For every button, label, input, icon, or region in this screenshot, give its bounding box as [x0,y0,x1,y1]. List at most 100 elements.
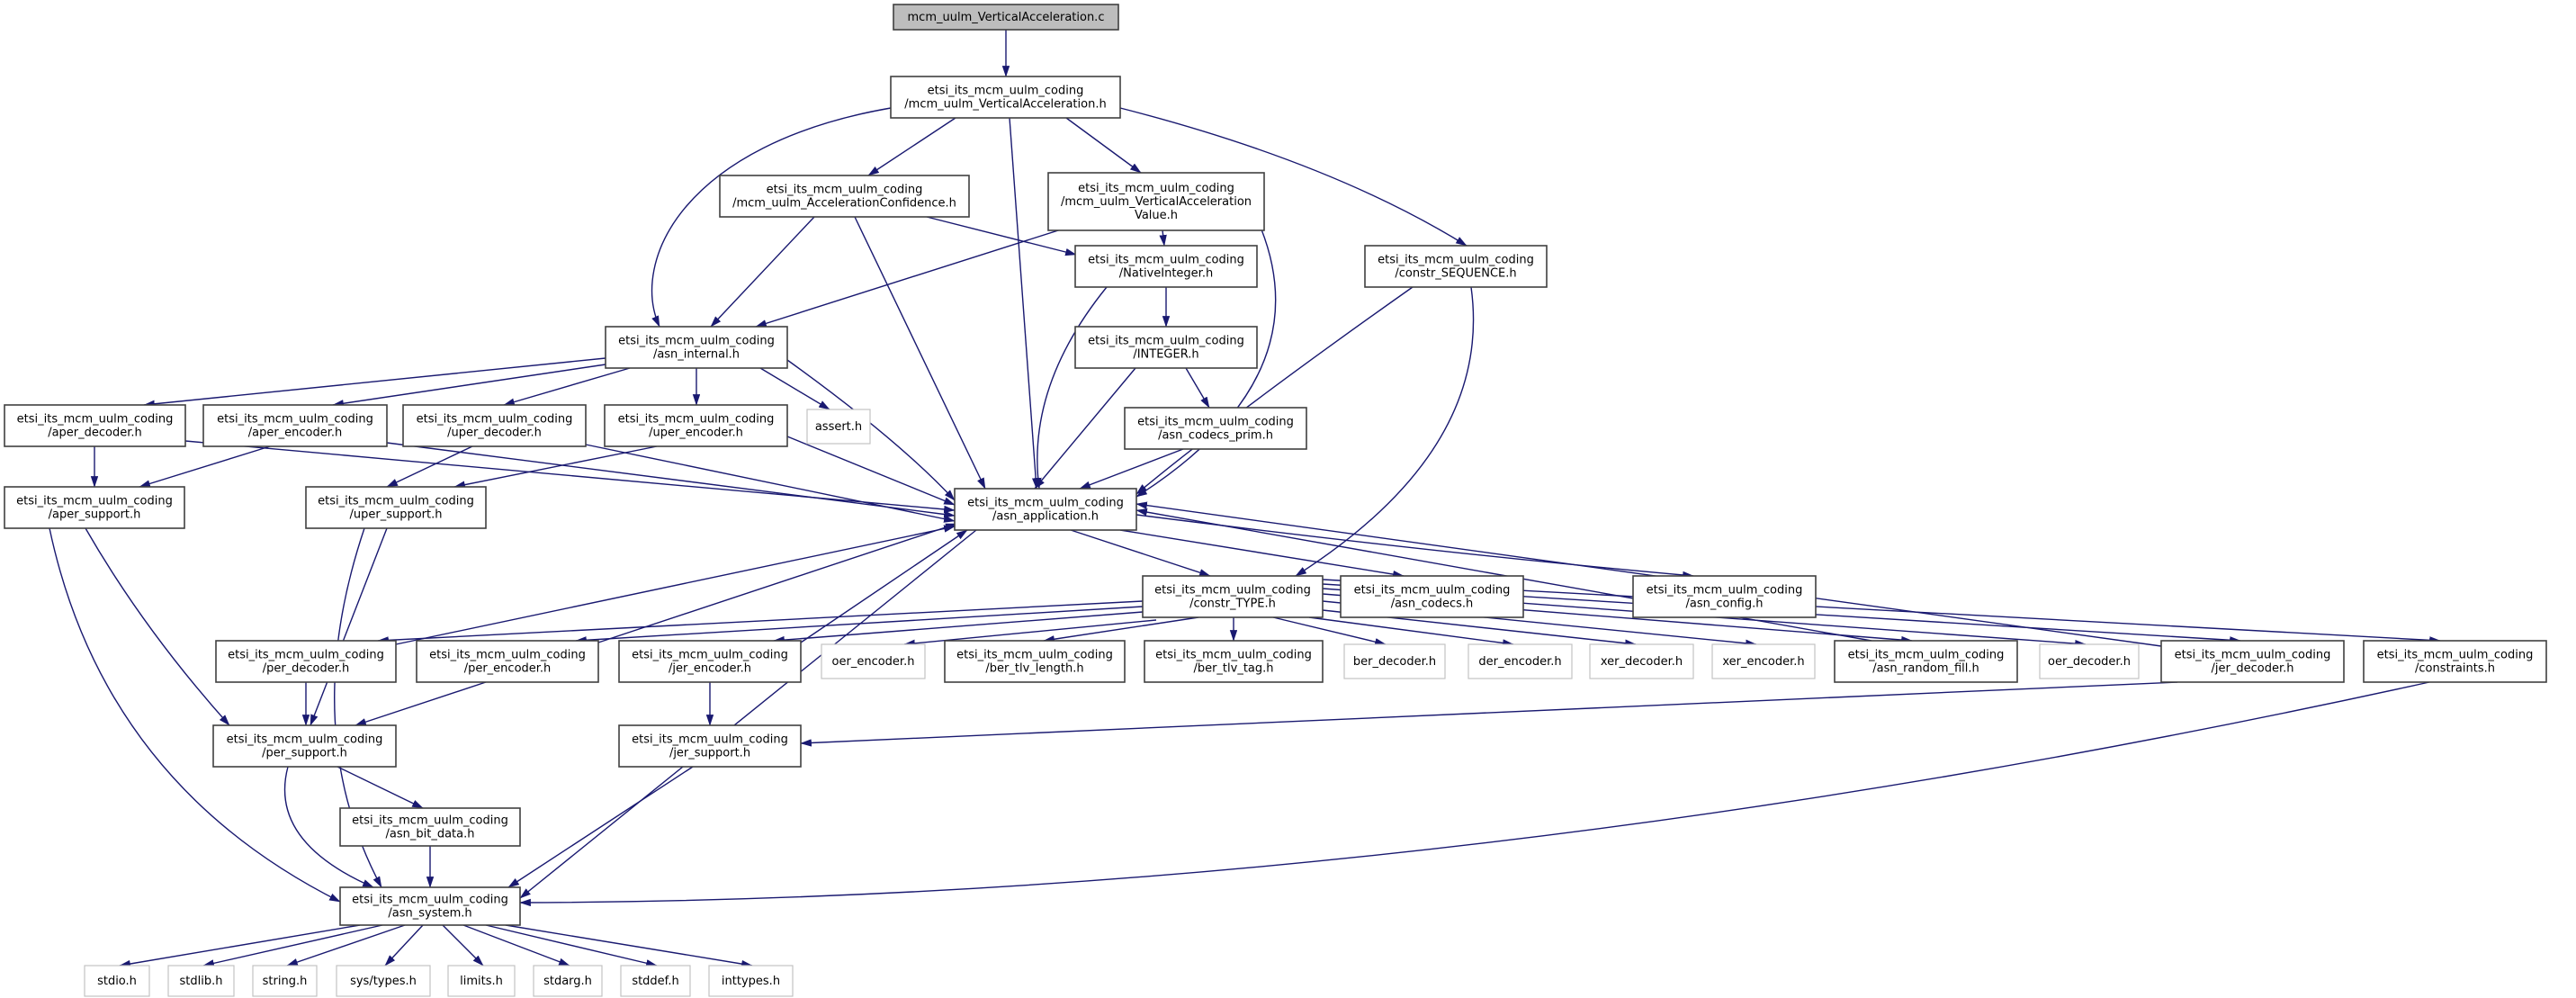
node-uper_support[interactable]: etsi_its_mcm_uulm_coding/uper_support.h [305,486,487,529]
node-inttypes[interactable]: inttypes.h [708,965,794,997]
node-asn_random_fill-box [1834,640,2018,683]
edge-vacc_val--native_int [1159,229,1167,247]
node-ber_tlv_tag[interactable]: etsi_its_mcm_uulm_coding/ber_tlv_tag.h [1144,640,1324,683]
node-jer_decoder-box [2160,640,2345,683]
node-uper_support-label-line1: /uper_support.h [350,508,443,522]
node-acc_conf-label-line1: /mcm_uulm_AccelerationConfidence.h [732,197,956,211]
node-per_decoder-box [215,640,397,683]
edge-native_int--asn_app [1034,286,1108,490]
node-acc_conf[interactable]: etsi_its_mcm_uulm_coding/mcm_uulm_Accele… [719,175,970,218]
node-oer_decoder-box [2039,643,2140,679]
node-der_encoder[interactable]: der_encoder.h [1468,643,1573,679]
node-assert_h[interactable]: assert.h [806,409,871,445]
edge-aper_encoder--asn_app [386,442,956,518]
node-aper_support[interactable]: etsi_its_mcm_uulm_coding/aper_support.h [4,486,185,529]
edge-vacc_val--asn_internal [755,224,1076,328]
node-vacc_h-box [890,76,1121,119]
node-ber_tlv_length[interactable]: etsi_its_mcm_uulm_coding/ber_tlv_length.… [944,640,1126,683]
node-xer_encoder-label-line0: xer_encoder.h [1722,655,1804,669]
node-asn_random_fill[interactable]: etsi_its_mcm_uulm_coding/asn_random_fill… [1834,640,2018,683]
node-constr_type-label-line0: etsi_its_mcm_uulm_coding [1154,584,1311,598]
node-asn_app-label-line0: etsi_its_mcm_uulm_coding [967,497,1124,510]
node-constr_type[interactable]: etsi_its_mcm_uulm_coding/constr_TYPE.h [1142,575,1324,618]
node-ber_decoder[interactable]: ber_decoder.h [1343,643,1446,679]
edge-vacc_h--asn_app [1009,117,1040,490]
node-per_encoder-box [416,640,599,683]
edge-constr_type--jer_encoder [773,611,1144,644]
node-limits-label-line0: limits.h [460,975,503,988]
node-per_encoder[interactable]: etsi_its_mcm_uulm_coding/per_encoder.h [416,640,599,683]
node-jer_support[interactable]: etsi_its_mcm_uulm_coding/jer_support.h [618,724,802,768]
node-vacc_c[interactable]: mcm_uulm_VerticalAcceleration.c [893,4,1119,31]
node-constr_seq-label-line0: etsi_its_mcm_uulm_coding [1378,254,1534,267]
node-asn_config[interactable]: etsi_its_mcm_uulm_coding/asn_config.h [1632,575,1817,618]
node-asn_random_fill-label-line0: etsi_its_mcm_uulm_coding [1848,649,2005,662]
node-native_int[interactable]: etsi_its_mcm_uulm_coding/NativeInteger.h [1074,245,1258,288]
node-asn_internal-box [605,326,788,369]
node-sys_types[interactable]: sys/types.h [336,965,431,997]
node-vacc_val-label-line1: /mcm_uulm_VerticalAcceleration [1061,195,1252,209]
node-per_support-box [212,724,397,768]
node-uper_encoder[interactable]: etsi_its_mcm_uulm_coding/uper_encoder.h [604,404,788,447]
edge-per_support--asn_system [283,766,374,888]
edge-jer_encoder--asn_app [800,529,968,643]
node-layer: mcm_uulm_VerticalAcceleration.c etsi_its_… [4,4,2547,997]
node-per_decoder[interactable]: etsi_its_mcm_uulm_coding/per_decoder.h [215,640,397,683]
node-limits[interactable]: limits.h [447,965,516,997]
node-acc_conf-label-line0: etsi_its_mcm_uulm_coding [767,184,923,197]
node-oer_encoder[interactable]: oer_encoder.h [821,643,926,679]
node-ber_tlv_length-label-line1: /ber_tlv_length.h [985,662,1083,676]
edge-asn_internal--assert_h [759,367,830,410]
node-constraints-box [2363,640,2547,683]
node-jer_encoder[interactable]: etsi_its_mcm_uulm_coding/jer_encoder.h [618,640,802,683]
edge-vacc_h--asn_internal [651,107,892,328]
node-codecs_prim-label-line1: /asn_codecs_prim.h [1158,429,1273,443]
node-asn_codecs[interactable]: etsi_its_mcm_uulm_coding/asn_codecs.h [1340,575,1524,618]
node-inttypes-label-line0: inttypes.h [722,975,780,988]
node-string[interactable]: string.h [252,965,318,997]
node-aper_encoder-label-line0: etsi_its_mcm_uulm_coding [217,413,373,427]
node-xer_encoder[interactable]: xer_encoder.h [1711,643,1816,679]
node-xer_decoder[interactable]: xer_decoder.h [1589,643,1694,679]
node-per_support[interactable]: etsi_its_mcm_uulm_coding/per_support.h [212,724,397,768]
node-asn_internal-label-line1: /asn_internal.h [653,348,740,362]
node-jer_decoder[interactable]: etsi_its_mcm_uulm_coding/jer_decoder.h [2160,640,2345,683]
node-xer_decoder-box [1589,643,1694,679]
edge-vacc_val--asn_app [1135,224,1277,498]
node-asn_internal[interactable]: etsi_its_mcm_uulm_coding/asn_internal.h [605,326,788,369]
node-stdarg[interactable]: stdarg.h [533,965,603,997]
node-uper_support-box [305,486,487,529]
edge-asn_internal--aper_decoder [143,357,606,408]
node-constraints[interactable]: etsi_its_mcm_uulm_coding/constraints.h [2363,640,2547,683]
node-vacc_val[interactable]: etsi_its_mcm_uulm_coding/mcm_uulm_Vertic… [1047,172,1265,231]
edge-aper_support--per_support [85,527,230,726]
node-asn_bit_data[interactable]: etsi_its_mcm_uulm_coding/asn_bit_data.h [339,807,521,847]
node-integer[interactable]: etsi_its_mcm_uulm_coding/INTEGER.h [1074,326,1258,369]
edge-vacc_h--vacc_val [1065,117,1142,174]
node-vacc_h[interactable]: etsi_its_mcm_uulm_coding/mcm_uulm_Vertic… [890,76,1121,119]
node-oer_encoder-label-line0: oer_encoder.h [832,655,915,669]
node-asn_system[interactable]: etsi_its_mcm_uulm_coding/asn_system.h [339,886,521,926]
node-stdlib[interactable]: stdlib.h [167,965,235,997]
node-assert_h-box [806,409,871,445]
node-ber_tlv_length-box [944,640,1126,683]
node-asn_system-box [339,886,521,926]
edge-acc_conf--asn_app [854,216,986,490]
edge-integer--codecs_prim [1185,367,1210,409]
node-jer_encoder-label-line1: /jer_encoder.h [669,662,751,676]
node-uper_decoder-label-line1: /uper_decoder.h [447,427,542,440]
node-asn_config-label-line1: /asn_config.h [1685,598,1763,611]
node-aper_encoder[interactable]: etsi_its_mcm_uulm_coding/aper_encoder.h [202,404,388,447]
node-asn_app[interactable]: etsi_its_mcm_uulm_coding/asn_application… [954,488,1137,531]
node-oer_decoder[interactable]: oer_decoder.h [2039,643,2140,679]
node-aper_decoder[interactable]: etsi_its_mcm_uulm_coding/aper_decoder.h [4,404,186,447]
node-codecs_prim[interactable]: etsi_its_mcm_uulm_coding/asn_codecs_prim… [1124,407,1307,450]
node-uper_decoder[interactable]: etsi_its_mcm_uulm_coding/uper_decoder.h [402,404,587,447]
node-aper_decoder-box [4,404,186,447]
node-stddef[interactable]: stddef.h [620,965,691,997]
edge-constr_type--der_encoder [1308,616,1514,647]
node-asn_random_fill-label-line1: /asn_random_fill.h [1872,662,1979,676]
edge-constr_type--per_encoder [575,606,1144,644]
node-constr_seq[interactable]: etsi_its_mcm_uulm_coding/constr_SEQUENCE… [1364,245,1548,288]
node-stdio[interactable]: stdio.h [84,965,150,997]
